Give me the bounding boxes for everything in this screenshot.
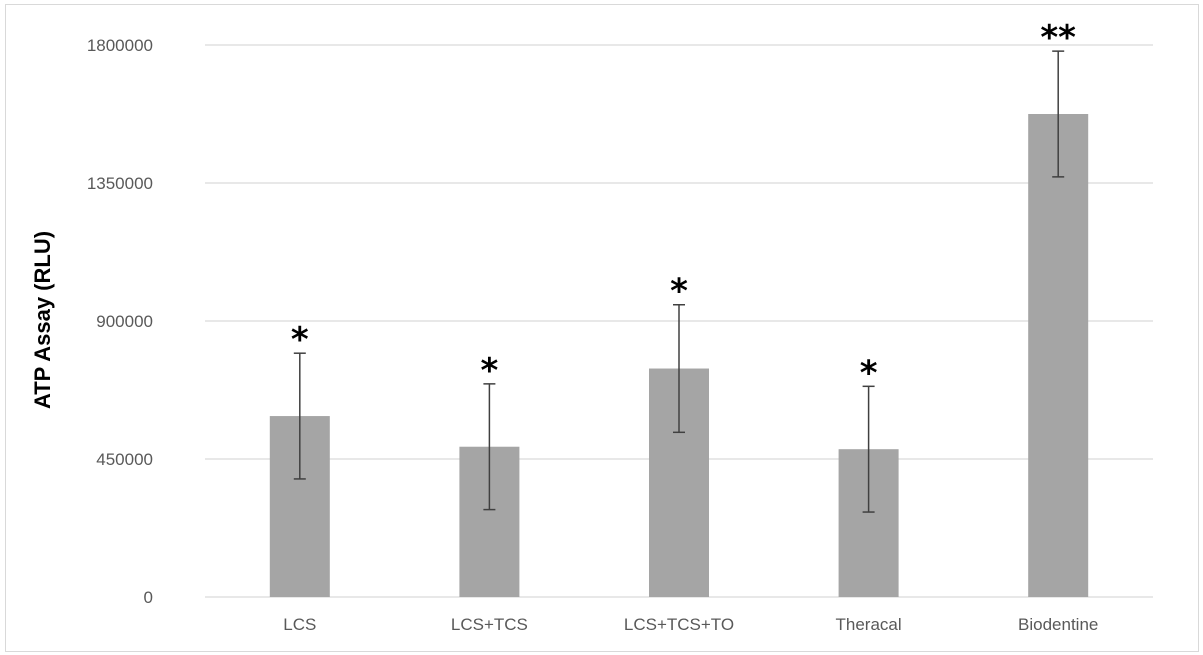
error-bar xyxy=(862,385,875,513)
significance-marker: ** xyxy=(1040,18,1076,58)
x-category-label: Biodentine xyxy=(1018,615,1098,634)
y-tick-label: 450000 xyxy=(96,450,153,469)
y-tick-label: 1350000 xyxy=(87,174,153,193)
x-category-label: LCS+TCS+TO xyxy=(624,615,734,634)
x-axis-categories: LCS LCS+TCS LCS+TCS+TO Theracal Biodentine xyxy=(283,615,1098,634)
x-category-label: LCS xyxy=(283,615,316,634)
y-axis-title: ATP Assay (RLU) xyxy=(30,231,55,409)
significance-marker: * xyxy=(291,320,309,360)
error-bars xyxy=(293,50,1065,513)
significance-marker: * xyxy=(481,351,499,391)
y-tick-label: 0 xyxy=(144,588,153,607)
error-bar xyxy=(293,352,306,480)
y-tick-label: 900000 xyxy=(96,312,153,331)
error-bar xyxy=(483,383,496,511)
x-category-label: Theracal xyxy=(836,615,902,634)
y-tick-label: 1800000 xyxy=(87,36,153,55)
error-bar xyxy=(673,303,685,434)
significance-markers: ****** xyxy=(291,18,1076,393)
y-axis-ticks: 0 450000 900000 1350000 1800000 xyxy=(87,36,153,607)
significance-marker: * xyxy=(670,272,688,312)
error-bar xyxy=(1052,50,1065,178)
chart-frame xyxy=(5,4,1199,652)
significance-marker: * xyxy=(860,353,878,393)
x-category-label: LCS+TCS xyxy=(451,615,528,634)
bar xyxy=(1028,114,1089,597)
